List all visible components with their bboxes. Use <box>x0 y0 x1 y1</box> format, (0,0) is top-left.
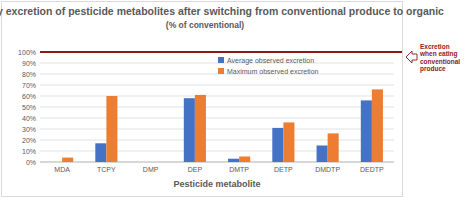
y-tick-label: 70% <box>22 82 36 89</box>
y-tick-label: 10% <box>22 148 36 155</box>
bar <box>62 158 73 162</box>
y-tick-label: 30% <box>22 126 36 133</box>
x-tick-label: DMTP <box>229 166 249 173</box>
grid-line <box>40 129 394 130</box>
bar <box>283 122 294 162</box>
bar <box>106 96 117 162</box>
bar <box>328 133 339 162</box>
x-axis-line <box>40 162 394 163</box>
grid-line <box>40 74 394 75</box>
grid-line <box>40 162 394 163</box>
grid-line <box>40 118 394 119</box>
bar <box>228 159 239 162</box>
grid-line <box>40 151 394 152</box>
annotation-line: produce <box>420 65 446 73</box>
bar <box>51 162 62 163</box>
y-tick-label: 90% <box>22 60 36 67</box>
bar <box>140 162 151 163</box>
annotation-line: conventional <box>420 58 460 65</box>
x-tick-label: DMDTP <box>315 166 340 173</box>
subtitle: (% of conventional) <box>166 20 245 30</box>
x-tick-label: MDA <box>54 166 70 173</box>
annotation-line: Excretion <box>420 43 450 50</box>
y-tick-label: 100% <box>18 49 36 56</box>
legend-swatch <box>218 68 224 74</box>
chart-frame <box>2 2 403 197</box>
grid-line <box>40 140 394 141</box>
reference-line <box>40 51 402 53</box>
bar <box>184 98 195 162</box>
bar <box>195 95 206 162</box>
bar <box>95 143 106 162</box>
y-tick-label: 80% <box>22 71 36 78</box>
bar <box>317 146 328 163</box>
legend-label: Maximum observed excretion <box>227 68 319 75</box>
bar <box>151 162 162 163</box>
legend-swatch <box>218 57 224 63</box>
bar <box>272 128 283 162</box>
bar <box>239 157 250 163</box>
bar <box>372 89 383 162</box>
grid-line <box>40 107 394 108</box>
grid-line <box>40 63 394 64</box>
y-tick-label: 50% <box>22 104 36 111</box>
y-tick-label: 0% <box>26 159 36 166</box>
x-tick-label: TCPY <box>97 166 116 173</box>
title: Urinary excretion of pesticide metabolit… <box>0 5 444 17</box>
legend-label: Average observed excretion <box>227 57 314 65</box>
x-axis-label: Pesticide metabolite <box>173 179 260 189</box>
x-tick-label: DETP <box>274 166 293 173</box>
y-tick-label: 40% <box>22 115 36 122</box>
grid-line <box>40 96 394 97</box>
annotation-text: Excretionwhen eatingconventionalproduce <box>419 43 460 74</box>
y-tick-label: 60% <box>22 93 36 100</box>
bar <box>361 100 372 162</box>
x-tick-label: DEDTP <box>360 166 384 173</box>
x-tick-label: DMP <box>143 166 159 173</box>
annotation-arrow <box>406 51 417 63</box>
bars <box>62 89 383 162</box>
chart: Urinary excretion of pesticide metabolit… <box>0 0 468 198</box>
x-tick-label: DEP <box>188 166 203 173</box>
grid-line <box>40 85 394 86</box>
y-tick-label: 20% <box>22 137 36 144</box>
